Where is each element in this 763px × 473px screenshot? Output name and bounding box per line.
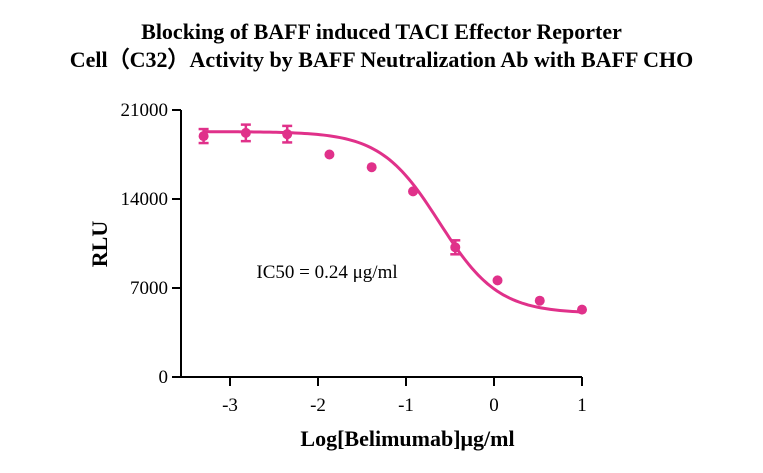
data-point (366, 162, 377, 173)
data-point (240, 127, 251, 138)
x-tick-label: 0 (489, 395, 499, 416)
y-tick-label: 14000 (121, 189, 169, 210)
x-tick-label: -1 (398, 395, 414, 416)
x-tick-label: 1 (577, 395, 587, 416)
chart-title-line-2: Cell（C32）Activity by BAFF Neutralization… (69, 47, 694, 72)
x-tick-label: -3 (222, 395, 238, 416)
data-point (450, 242, 461, 253)
fit-curve-layer (203, 130, 583, 314)
chart-title: Blocking of BAFF induced TACI Effector R… (0, 18, 763, 74)
x-tick-label: -2 (310, 395, 326, 416)
data-point (577, 304, 587, 315)
y-tick-label: 7000 (130, 278, 168, 299)
data-point (324, 149, 335, 160)
chart-title-line-1: Blocking of BAFF induced TACI Effector R… (141, 19, 622, 44)
data-point (492, 275, 503, 286)
data-point (198, 131, 209, 142)
data-point (534, 295, 545, 306)
y-tick-label: 21000 (121, 100, 169, 121)
x-axis-title: Log[Belimumab]μg/ml (300, 426, 514, 451)
ic50-annotation: IC50 = 0.24 μg/ml (256, 262, 397, 283)
y-axis-title: RLU (87, 221, 112, 268)
data-points-layer (198, 123, 587, 315)
axes: 0 7000 14000 21000 -3 -2 -1 0 1 (121, 100, 587, 416)
data-point (282, 129, 293, 140)
y-tick-label: 0 (159, 367, 169, 388)
data-point (408, 186, 419, 197)
fit-curve (203, 130, 583, 314)
